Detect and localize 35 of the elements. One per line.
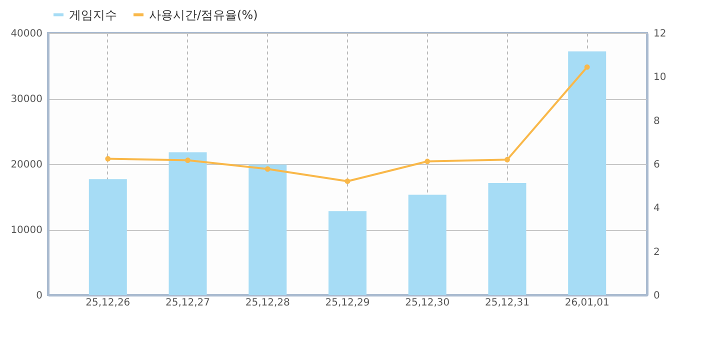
y-tick-label: 20000 bbox=[10, 160, 42, 170]
point bbox=[344, 178, 350, 184]
point bbox=[424, 158, 430, 164]
y-tick-label: 40000 bbox=[10, 28, 42, 40]
bar bbox=[168, 152, 207, 295]
x-tick-label: 25,12,29 bbox=[325, 298, 370, 308]
y-tick-label: 30000 bbox=[10, 94, 42, 105]
x-tick-label: 25,12,31 bbox=[484, 298, 530, 308]
bar bbox=[488, 182, 526, 295]
y2-tick-label: 10 bbox=[654, 72, 666, 84]
x-tick-label: 25,12,30 bbox=[405, 298, 450, 308]
y2-tick-label: 2 bbox=[654, 246, 660, 258]
y2-tick-label: 0 bbox=[654, 290, 660, 302]
legend-label: 사용시간/점유율(%) bbox=[149, 8, 258, 22]
point bbox=[504, 156, 510, 162]
x-tick-label: 26,01,01 bbox=[564, 298, 610, 308]
y2-tick-label: 12 bbox=[654, 28, 666, 40]
x-tick-label: 25,12,27 bbox=[166, 298, 210, 308]
bar bbox=[408, 194, 446, 295]
bar bbox=[248, 164, 287, 295]
bar bbox=[568, 51, 606, 295]
y-tick-label: 0 bbox=[36, 290, 42, 302]
y-tick-label: 10000 bbox=[10, 225, 42, 236]
point bbox=[105, 156, 111, 162]
point bbox=[264, 166, 270, 172]
legend-label: 게임지수 bbox=[69, 8, 117, 22]
x-tick-label: 25,12,26 bbox=[86, 298, 130, 308]
y2-tick-label: 4 bbox=[654, 203, 660, 214]
y2-tick-label: 8 bbox=[654, 116, 660, 127]
x-tick-label: 25,12,28 bbox=[245, 298, 290, 308]
y2-tick-label: 6 bbox=[654, 160, 660, 170]
point bbox=[185, 158, 191, 164]
bar bbox=[88, 179, 127, 295]
point bbox=[584, 64, 590, 70]
bar bbox=[328, 211, 366, 295]
